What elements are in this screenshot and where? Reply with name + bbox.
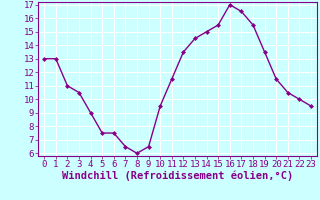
X-axis label: Windchill (Refroidissement éolien,°C): Windchill (Refroidissement éolien,°C) — [62, 171, 293, 181]
